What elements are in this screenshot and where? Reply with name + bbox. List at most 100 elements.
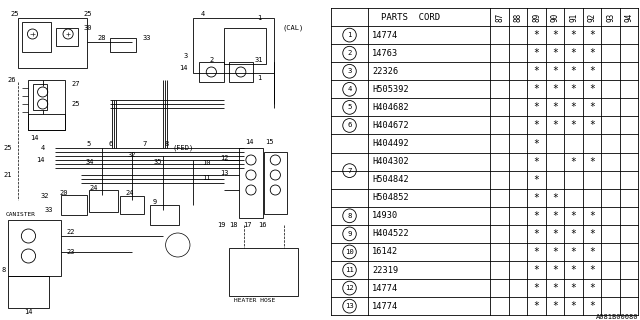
Text: 25: 25 xyxy=(71,101,79,107)
Text: *: * xyxy=(534,139,540,148)
Text: 10: 10 xyxy=(345,249,354,255)
Text: 14774: 14774 xyxy=(372,31,399,40)
Text: *: * xyxy=(589,211,595,221)
Text: 5: 5 xyxy=(86,141,91,147)
Text: 14774: 14774 xyxy=(372,284,399,292)
Text: 10: 10 xyxy=(202,160,211,166)
Text: *: * xyxy=(534,283,540,293)
Text: 3: 3 xyxy=(348,68,352,74)
Bar xyxy=(239,148,263,218)
Text: *: * xyxy=(534,156,540,167)
Text: A081B00080: A081B00080 xyxy=(596,314,639,320)
Text: *: * xyxy=(552,193,558,203)
Text: *: * xyxy=(552,66,558,76)
Text: 1: 1 xyxy=(348,32,352,38)
Text: 22319: 22319 xyxy=(372,266,399,275)
Text: H404302: H404302 xyxy=(372,157,409,166)
Text: 22: 22 xyxy=(66,229,74,235)
Text: 94: 94 xyxy=(625,12,634,22)
Text: *: * xyxy=(589,120,595,131)
Text: *: * xyxy=(589,102,595,112)
Text: *: * xyxy=(571,301,577,311)
Text: *: * xyxy=(552,301,558,311)
Text: (FED): (FED) xyxy=(173,145,194,151)
Bar xyxy=(33,84,47,110)
Text: 1: 1 xyxy=(257,15,261,21)
Text: 27: 27 xyxy=(71,81,79,87)
Text: *: * xyxy=(534,265,540,275)
Text: *: * xyxy=(589,283,595,293)
Text: *: * xyxy=(534,30,540,40)
Text: 32: 32 xyxy=(128,152,136,158)
Bar xyxy=(228,248,298,296)
Bar xyxy=(22,22,51,52)
Text: *: * xyxy=(552,84,558,94)
Text: *: * xyxy=(589,48,595,58)
Text: *: * xyxy=(534,120,540,131)
Text: *: * xyxy=(589,301,595,311)
Text: *: * xyxy=(534,84,540,94)
Text: 11: 11 xyxy=(345,267,354,273)
Text: 24: 24 xyxy=(89,185,98,191)
Text: (CAL): (CAL) xyxy=(282,25,304,31)
Bar xyxy=(19,18,88,68)
Text: H404672: H404672 xyxy=(372,121,409,130)
Text: 19: 19 xyxy=(217,222,226,228)
Text: *: * xyxy=(589,229,595,239)
Text: 88: 88 xyxy=(514,12,523,22)
Text: *: * xyxy=(589,247,595,257)
Text: *: * xyxy=(552,30,558,40)
Text: *: * xyxy=(571,102,577,112)
Text: *: * xyxy=(552,247,558,257)
Text: 14774: 14774 xyxy=(372,302,399,311)
Bar xyxy=(199,62,223,82)
Text: 18: 18 xyxy=(229,222,238,228)
Text: 14: 14 xyxy=(36,157,45,163)
Text: 3: 3 xyxy=(184,53,188,59)
Text: *: * xyxy=(571,229,577,239)
Text: 14: 14 xyxy=(30,135,38,141)
Text: 22326: 22326 xyxy=(372,67,399,76)
Text: *: * xyxy=(571,265,577,275)
Text: 87: 87 xyxy=(495,12,504,22)
Text: *: * xyxy=(571,120,577,131)
Text: 16142: 16142 xyxy=(372,247,399,256)
Text: HEATER HOSE: HEATER HOSE xyxy=(234,298,275,302)
Text: 4: 4 xyxy=(40,145,45,151)
Text: 24: 24 xyxy=(126,190,134,196)
Text: 92: 92 xyxy=(588,12,596,22)
Text: *: * xyxy=(589,156,595,167)
Bar xyxy=(193,18,275,73)
Text: 30: 30 xyxy=(83,25,92,31)
Bar xyxy=(61,195,88,215)
Text: 91: 91 xyxy=(569,12,578,22)
Text: *: * xyxy=(571,30,577,40)
Text: 9: 9 xyxy=(348,231,352,237)
Text: 1: 1 xyxy=(257,75,261,81)
Bar xyxy=(120,196,144,214)
Text: *: * xyxy=(571,84,577,94)
Bar xyxy=(28,114,65,130)
Text: *: * xyxy=(534,66,540,76)
Text: 93: 93 xyxy=(606,12,615,22)
Text: 12: 12 xyxy=(220,155,228,161)
Text: 25: 25 xyxy=(83,11,92,17)
Text: H505392: H505392 xyxy=(372,85,409,94)
Text: 2: 2 xyxy=(209,57,214,63)
Bar xyxy=(8,220,61,276)
Text: 15: 15 xyxy=(265,139,273,145)
Text: 7: 7 xyxy=(348,168,352,174)
Text: 13: 13 xyxy=(220,170,228,176)
Text: 31: 31 xyxy=(255,57,263,63)
Text: *: * xyxy=(552,265,558,275)
Text: *: * xyxy=(534,175,540,185)
Text: 6: 6 xyxy=(348,123,352,128)
Text: 21: 21 xyxy=(4,172,12,178)
Text: *: * xyxy=(571,211,577,221)
Bar xyxy=(223,28,266,64)
Text: PARTS  CORD: PARTS CORD xyxy=(381,12,440,21)
Text: *: * xyxy=(534,211,540,221)
Text: *: * xyxy=(589,84,595,94)
Text: 11: 11 xyxy=(202,175,211,181)
Text: 90: 90 xyxy=(550,12,559,22)
